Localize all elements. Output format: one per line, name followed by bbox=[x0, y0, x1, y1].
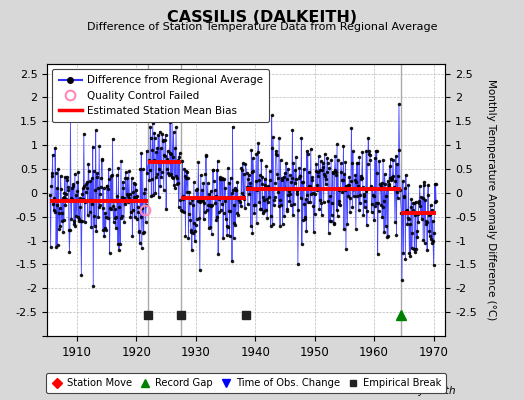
Y-axis label: Monthly Temperature Anomaly Difference (°C): Monthly Temperature Anomaly Difference (… bbox=[486, 79, 496, 321]
Legend: Difference from Regional Average, Quality Control Failed, Estimated Station Mean: Difference from Regional Average, Qualit… bbox=[52, 69, 269, 122]
Text: CASSILIS (DALKEITH): CASSILIS (DALKEITH) bbox=[167, 10, 357, 25]
Text: Difference of Station Temperature Data from Regional Average: Difference of Station Temperature Data f… bbox=[87, 22, 437, 32]
Legend: Station Move, Record Gap, Time of Obs. Change, Empirical Break: Station Move, Record Gap, Time of Obs. C… bbox=[46, 373, 446, 393]
Text: Berkeley Earth: Berkeley Earth bbox=[379, 386, 456, 396]
